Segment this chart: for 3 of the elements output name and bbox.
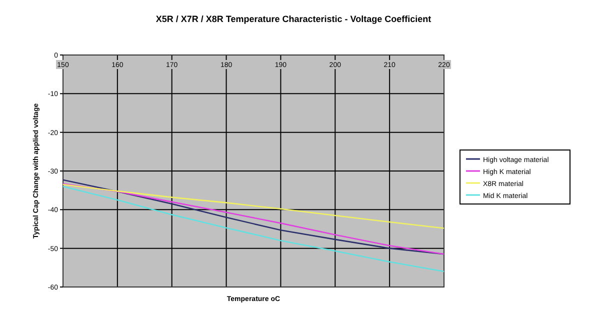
line-series [62,186,445,272]
chart-title: X5R / X7R / X8R Temperature Characteristic - Voltage Coefficient [156,14,432,24]
line-series [62,184,445,229]
